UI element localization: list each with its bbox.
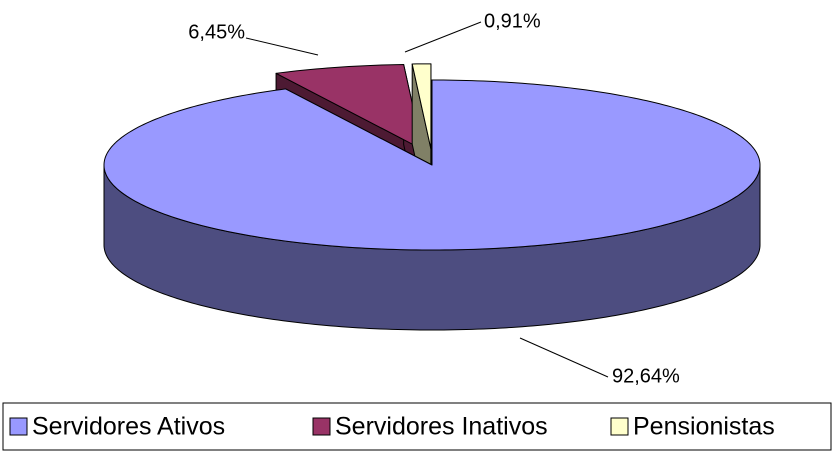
legend-label: Servidores Ativos: [32, 413, 225, 441]
slice: [275, 64, 423, 150]
data-label: 6,45%: [188, 21, 245, 43]
legend-label: Pensionistas: [633, 413, 775, 441]
legend-swatch: [610, 417, 629, 436]
legend-box: [2, 402, 832, 451]
leader-line: [404, 21, 482, 53]
leader-line: [245, 37, 319, 56]
leader-line: [519, 337, 609, 378]
legend-label: Servidores Inativos: [335, 413, 548, 441]
legend-swatch: [312, 417, 331, 436]
data-label: 0,91%: [484, 10, 541, 32]
legend-swatch: [9, 417, 28, 436]
slice: [411, 63, 432, 150]
slice: [103, 79, 761, 251]
data-label: 92,64%: [612, 365, 680, 387]
